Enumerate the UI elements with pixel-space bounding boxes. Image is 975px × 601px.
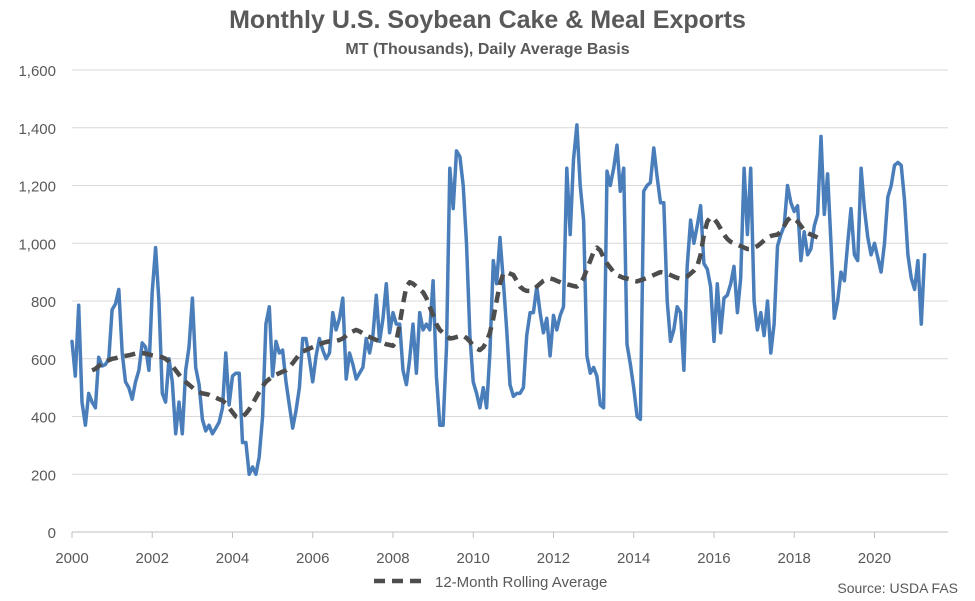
- source-note: Source: USDA FAS: [837, 580, 958, 596]
- y-tick-label: 1,400: [18, 121, 56, 138]
- y-tick-label: 200: [31, 467, 56, 484]
- y-tick-label: 400: [31, 410, 56, 427]
- y-tick-label: 1,600: [18, 63, 56, 80]
- y-tick-label: 800: [31, 294, 56, 311]
- grid-lines: [72, 69, 948, 475]
- legend-label-rolling-average: 12-Month Rolling Average: [435, 574, 607, 591]
- x-tick-label: 2010: [457, 550, 490, 567]
- series-line-monthly-exports: [70, 123, 927, 477]
- series-lines: [70, 123, 927, 477]
- y-tick-label: 1,200: [18, 179, 56, 196]
- chart-subtitle: MT (Thousands), Daily Average Basis: [345, 41, 630, 58]
- y-tick-label: 1,000: [18, 236, 56, 253]
- x-tick-label: 2018: [778, 550, 811, 567]
- y-tick-label: 600: [31, 352, 56, 369]
- y-axis-tick-labels: 0 200 400 600 800 1,000 1,200 1,400 1,600: [18, 63, 56, 542]
- x-tick-label: 2008: [376, 550, 409, 567]
- series-line-rolling-average: [91, 215, 819, 421]
- x-tick-label: 2002: [136, 550, 169, 567]
- x-tick-label: 2016: [697, 550, 730, 567]
- x-tick-label: 2020: [858, 550, 891, 567]
- x-tick-label: 2012: [537, 550, 570, 567]
- x-tick-label: 2006: [296, 550, 329, 567]
- chart-title: Monthly U.S. Soybean Cake & Meal Exports: [229, 6, 746, 34]
- x-tick-label: 2000: [55, 550, 88, 567]
- x-tick-label: 2004: [216, 550, 249, 567]
- legend: 12-Month Rolling Average: [374, 574, 607, 591]
- x-tick-label: 2014: [617, 550, 650, 567]
- y-tick-label: 0: [48, 525, 56, 542]
- x-axis-tick-labels: 2000 2002 2004 2006 2008 2010 2012 2014 2016 2018…: [55, 532, 891, 567]
